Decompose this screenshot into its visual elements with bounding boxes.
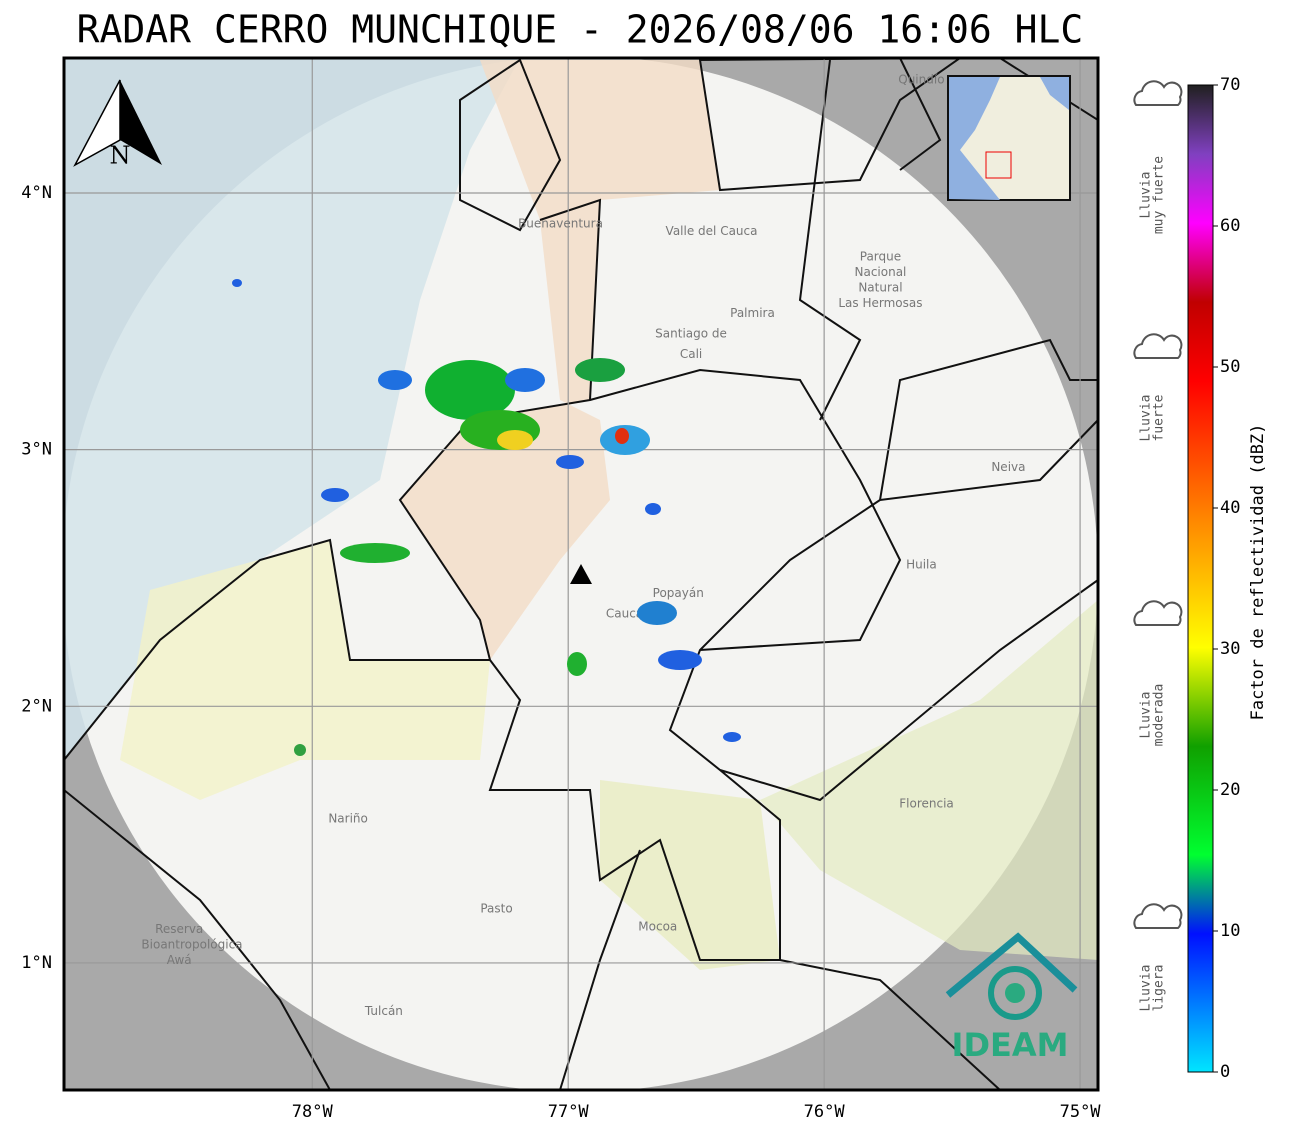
rain-category-label: muy fuerte [1152,156,1167,234]
colorbar-tick-label: 30 [1220,639,1240,659]
cloud-icon [1133,903,1183,929]
rain-category-label: Lluvia [1139,692,1154,739]
rain-category-label: moderada [1152,684,1167,747]
place-label: Natural [858,280,902,294]
place-label: Quindío [898,73,944,87]
colorbar-ticks: 0 10 20 30 40 50 60 70 [1213,75,1240,1082]
rain-category-label: Lluvia [1139,395,1154,442]
map: Buenaventura Valle del Cauca PalmiraSantia… [64,58,1098,1090]
place-label: Mocoa [638,920,677,934]
colorbar-tick-label: 60 [1220,216,1240,236]
north-label: N [110,142,131,170]
north-arrow: N [73,79,162,170]
radar-echoes [232,279,741,756]
place-label: Nariño [328,812,368,826]
y-tick-label: 2°N [21,696,52,716]
place-label: Cauca [606,606,643,620]
title: RADAR CERRO MUNCHIQUE - 2026/08/06 16:06… [77,8,1084,52]
graticule [64,58,1098,1090]
x-tick-label: 77°W [548,1102,590,1122]
logo-text: IDEAM [952,1026,1069,1064]
boundary [64,789,1001,1090]
place-label: Florencia [899,796,954,810]
place-label: Huila [906,558,937,572]
place-label: Las Hermosas [838,296,922,310]
cloud-icon [1133,333,1183,359]
place-label: Cali [680,347,702,361]
place-label: Parque [860,250,901,264]
map-frame [62,56,1100,1092]
colorbar-tick-label: 0 [1220,1062,1230,1082]
place-labels: Buenaventura Valle del Cauca PalmiraSantia… [141,73,1025,1019]
colorbar-label: Factor de reflectividad (dBZ) [1248,424,1268,721]
colorbar-tick-label: 20 [1220,780,1240,800]
x-tick-label: 78°W [292,1102,334,1122]
axes: 78°W 77°W 76°W 75°W 4°N 3°N 2°N 1°N [21,183,1101,1122]
boundary [64,59,1098,961]
cloud-icon [1133,80,1183,106]
y-tick-label: 1°N [21,953,52,973]
x-tick-label: 75°W [1060,1102,1102,1122]
place-label: Valle del Cauca [666,224,758,238]
colorbar-tick-label: 40 [1220,498,1240,518]
place-label: Tulcán [364,1004,403,1018]
place-label: Neiva [991,460,1025,474]
place-label: Santiago de [655,327,727,341]
place-label: Pasto [480,902,512,916]
region [400,60,720,660]
rain-category-label: Lluvia [1139,172,1154,219]
colorbar-tick-label: 70 [1220,75,1240,95]
rain-category-label: Lluvia [1139,965,1154,1012]
place-label: Bioantropológica [141,937,242,951]
colorbar-tick-label: 10 [1220,921,1240,941]
x-tick-label: 76°W [804,1102,846,1122]
rain-category-label: ligera [1152,965,1167,1012]
colorbar [1187,84,1214,1073]
place-label: Popayán [653,586,704,600]
region [120,540,490,800]
place-label: Buenaventura [518,216,603,230]
y-tick-label: 4°N [21,183,52,203]
place-label: Nacional [854,265,906,279]
y-tick-label: 3°N [21,440,52,460]
place-label: Palmira [730,306,775,320]
radar-site [570,564,592,584]
place-label: Reserva [155,922,203,936]
region [600,780,780,970]
colorbar-tick-label: 50 [1220,357,1240,377]
logo: IDEAM [945,932,1078,1064]
rain-category-label: fuerte [1152,394,1167,441]
region [760,600,1098,960]
inset-map [947,75,1071,201]
cloud-icon [1133,600,1183,626]
place-label: Awá [167,953,192,967]
